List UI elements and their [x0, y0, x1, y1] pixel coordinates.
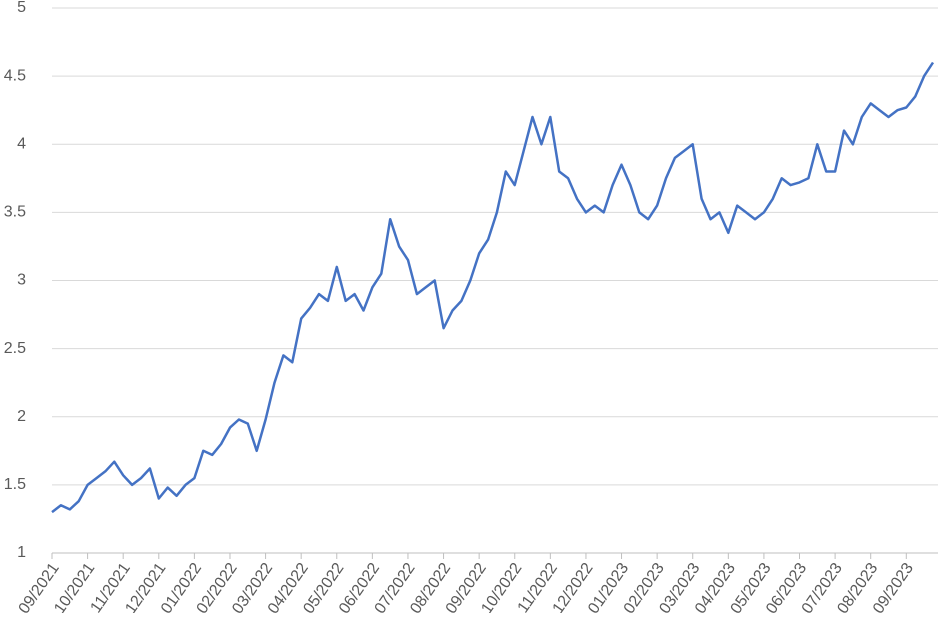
y-tick-label: 3.5 — [4, 204, 26, 221]
y-tick-label: 5 — [17, 0, 26, 16]
y-tick-label: 2.5 — [4, 340, 26, 357]
y-tick-label: 2 — [17, 408, 26, 425]
y-tick-label: 1.5 — [4, 476, 26, 493]
series-line — [51, 61, 935, 514]
y-tick-label: 3 — [17, 272, 26, 289]
y-tick-label: 4.5 — [4, 67, 26, 84]
y-tick-label: 4 — [17, 135, 26, 152]
y-tick-label: 1 — [17, 544, 26, 561]
